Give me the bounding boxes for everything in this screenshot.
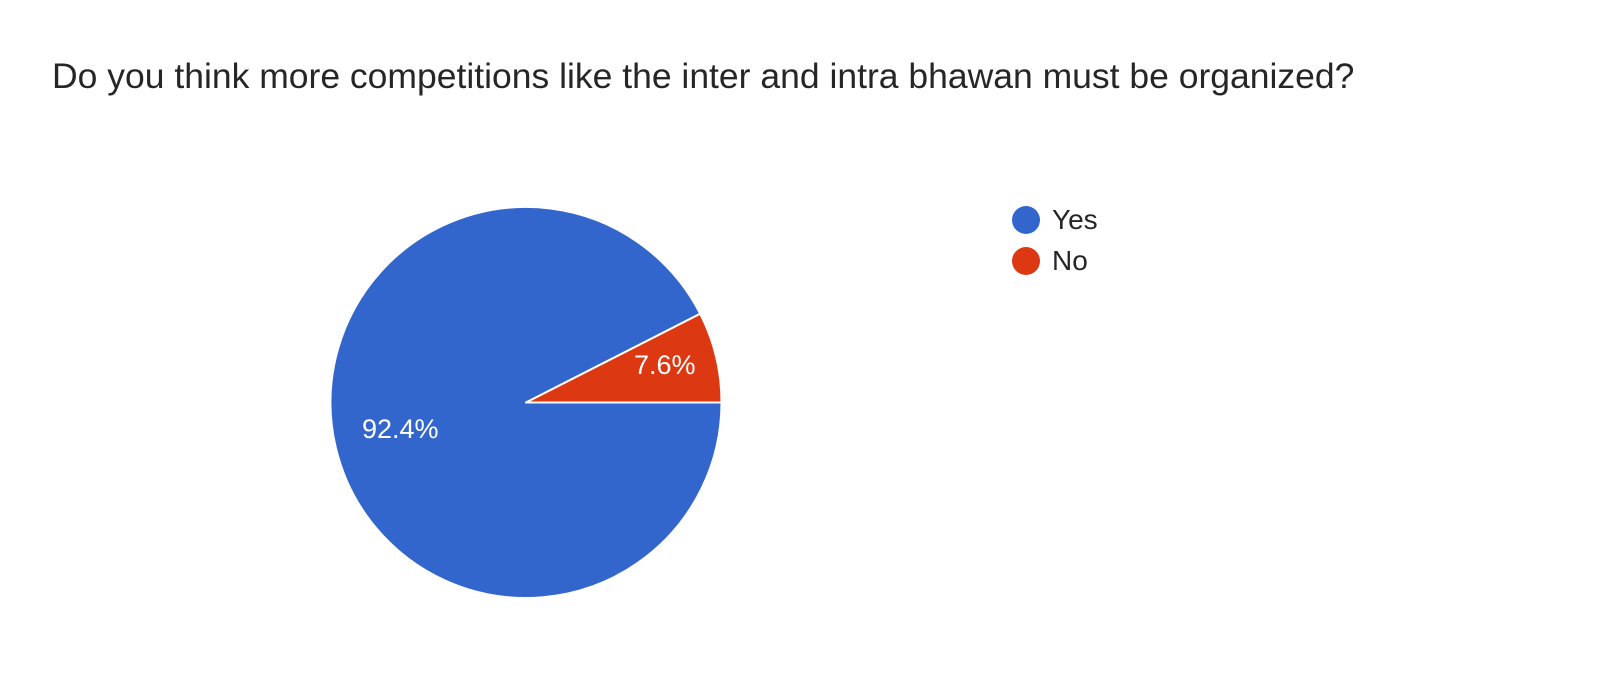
svg-text:7.6%: 7.6% [634,350,696,380]
svg-text:92.4%: 92.4% [362,414,439,444]
